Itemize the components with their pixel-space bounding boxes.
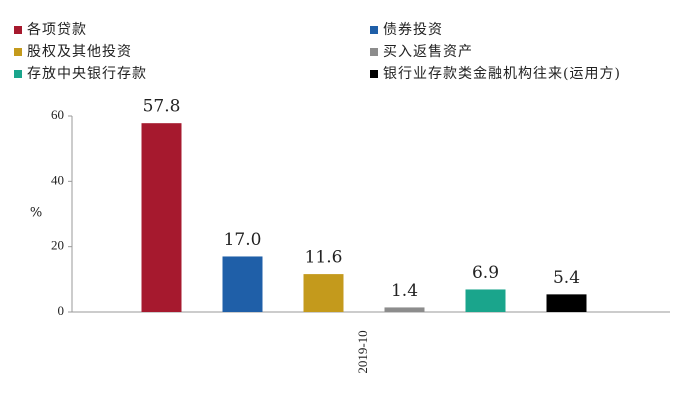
legend-swatch	[14, 26, 22, 34]
data-label: 6.9	[472, 263, 499, 283]
bar	[465, 289, 506, 312]
bar	[384, 307, 425, 312]
data-label: 57.8	[143, 97, 181, 117]
legend-swatch	[370, 48, 378, 56]
y-tick-label: 0	[58, 303, 65, 318]
legend-label: 存放中央银行存款	[27, 66, 147, 82]
legend-swatch	[14, 48, 22, 56]
legend-label: 债券投资	[383, 22, 443, 38]
bar	[303, 274, 344, 312]
data-label: 11.6	[305, 248, 343, 268]
data-label: 5.4	[553, 268, 580, 288]
bar	[141, 123, 182, 312]
legend-swatch	[370, 26, 378, 34]
bar	[546, 294, 587, 312]
y-tick-label: 60	[51, 107, 64, 122]
y-axis-label: %	[30, 206, 42, 221]
y-tick-label: 20	[51, 238, 64, 253]
legend-label: 股权及其他投资	[27, 44, 132, 60]
data-label: 1.4	[391, 281, 418, 301]
data-label: 17.0	[224, 230, 262, 250]
bar	[222, 256, 263, 312]
legend-swatch	[370, 70, 378, 78]
x-tick-label: 2019-10	[355, 330, 370, 373]
legend-label: 银行业存款类金融机构往来(运用方)	[383, 66, 621, 82]
legend-label: 买入返售资产	[383, 44, 473, 60]
legend-label: 各项贷款	[27, 22, 87, 38]
y-tick-label: 40	[51, 172, 64, 187]
legend-swatch	[14, 70, 22, 78]
